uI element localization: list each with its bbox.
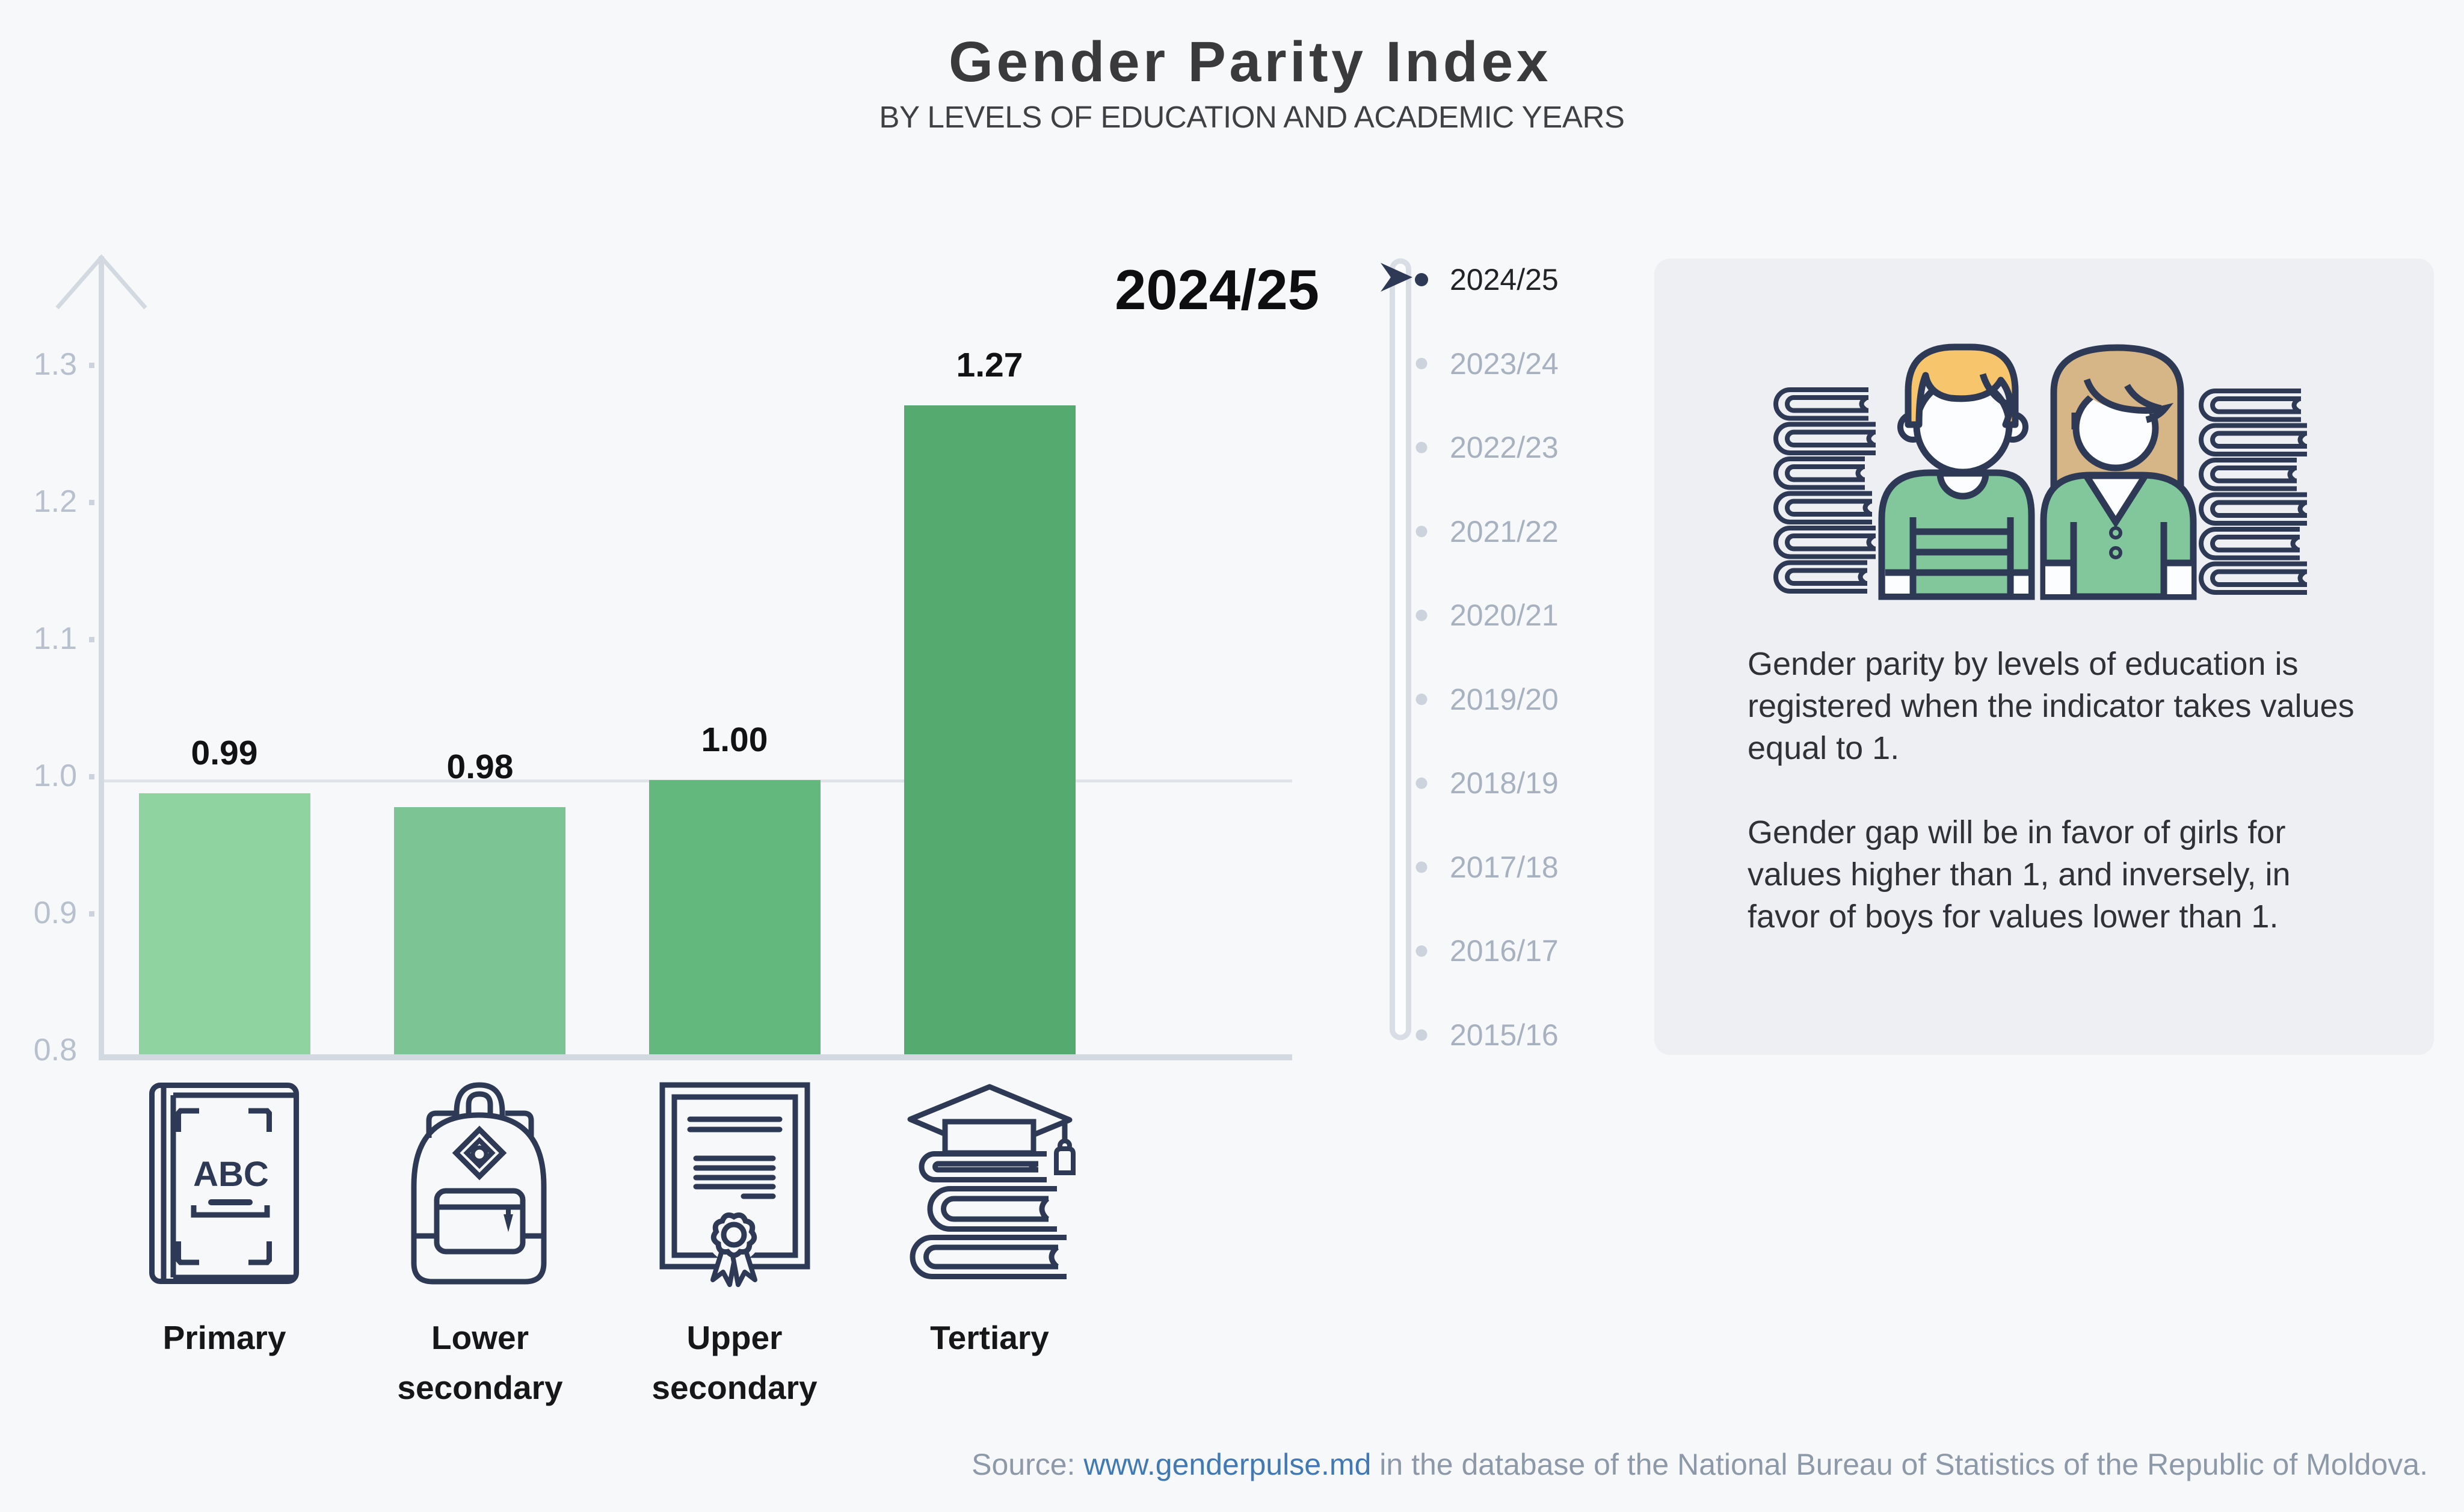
svg-text:ABC: ABC: [193, 1155, 269, 1194]
